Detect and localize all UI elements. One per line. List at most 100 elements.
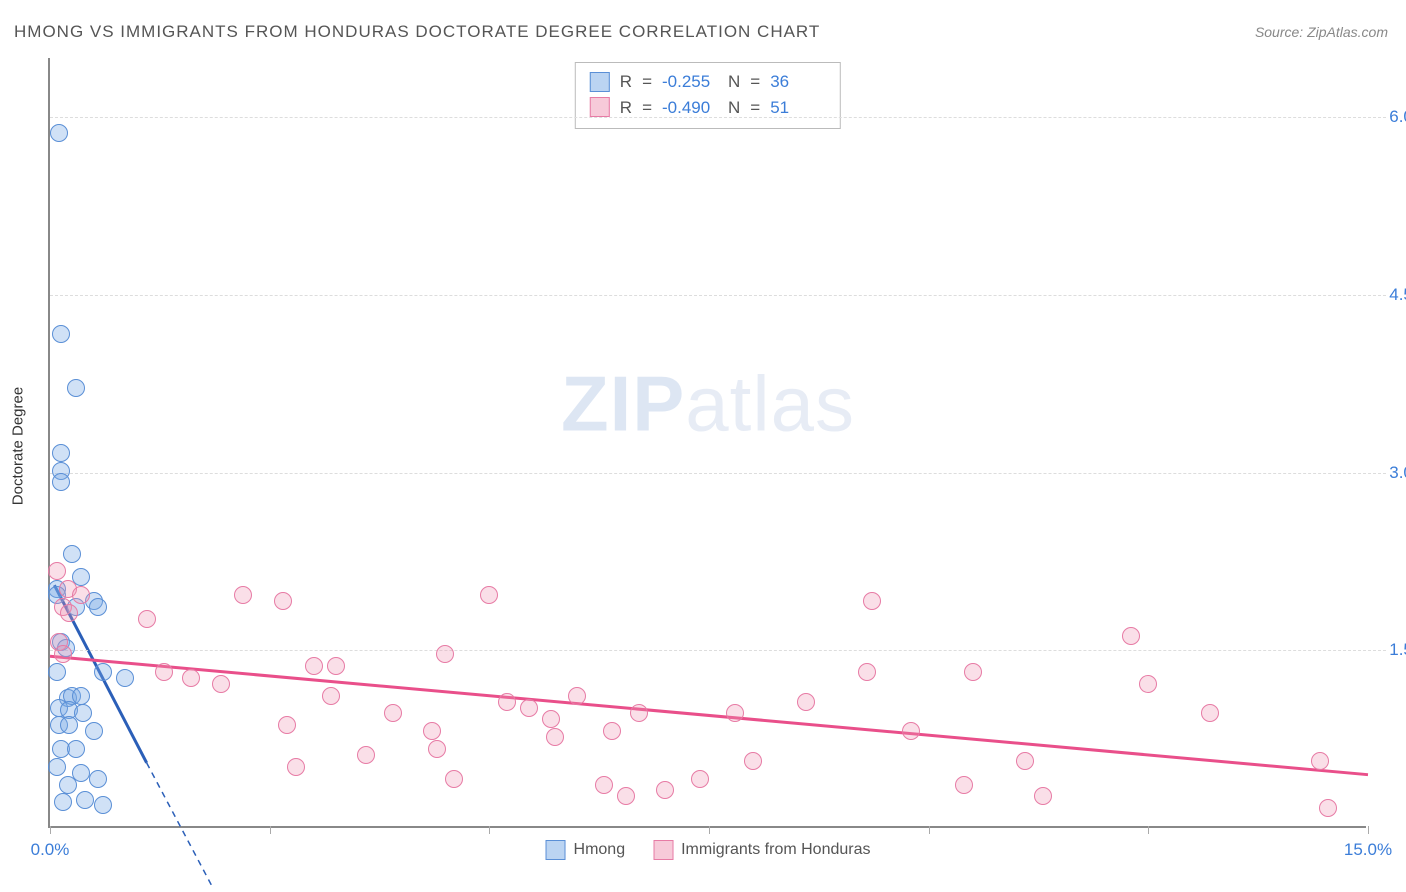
data-point-honduras [138, 610, 156, 628]
swatch-honduras [653, 840, 673, 860]
data-point-honduras [322, 687, 340, 705]
y-tick-label: 6.0% [1389, 107, 1406, 127]
data-point-hmong [94, 796, 112, 814]
x-tick [929, 826, 930, 834]
data-point-honduras [1122, 627, 1140, 645]
data-point-honduras [1139, 675, 1157, 693]
data-point-honduras [1201, 704, 1219, 722]
data-point-honduras [305, 657, 323, 675]
legend-label-hmong: Hmong [574, 841, 626, 859]
data-point-hmong [50, 124, 68, 142]
data-point-honduras [212, 675, 230, 693]
data-point-honduras [60, 604, 78, 622]
x-tick [1148, 826, 1149, 834]
gridline-h [50, 117, 1386, 118]
gridline-h [50, 650, 1386, 651]
data-point-hmong [76, 791, 94, 809]
data-point-honduras [726, 704, 744, 722]
y-axis-label: Doctorate Degree [10, 387, 27, 505]
x-tick-label: 15.0% [1344, 840, 1392, 860]
data-point-hmong [89, 598, 107, 616]
data-point-honduras [520, 699, 538, 717]
data-point-honduras [691, 770, 709, 788]
data-point-honduras [278, 716, 296, 734]
data-point-honduras [72, 586, 90, 604]
data-point-honduras [1311, 752, 1329, 770]
data-point-honduras [287, 758, 305, 776]
trend-line-dash-hmong [147, 763, 213, 887]
legend-item-honduras: Immigrants from Honduras [653, 840, 870, 860]
data-point-hmong [52, 444, 70, 462]
data-point-honduras [1319, 799, 1337, 817]
data-point-honduras [48, 562, 66, 580]
data-point-hmong [63, 545, 81, 563]
data-point-hmong [48, 758, 66, 776]
x-tick [489, 826, 490, 834]
data-point-honduras [617, 787, 635, 805]
data-point-honduras [445, 770, 463, 788]
data-point-honduras [656, 781, 674, 799]
data-point-hmong [52, 473, 70, 491]
data-point-honduras [1016, 752, 1034, 770]
legend-label-honduras: Immigrants from Honduras [681, 841, 870, 859]
data-point-hmong [116, 669, 134, 687]
data-point-hmong [85, 722, 103, 740]
data-point-hmong [94, 663, 112, 681]
data-point-honduras [863, 592, 881, 610]
data-point-honduras [436, 645, 454, 663]
data-point-honduras [546, 728, 564, 746]
data-point-hmong [60, 716, 78, 734]
data-point-hmong [59, 776, 77, 794]
data-point-honduras [54, 645, 72, 663]
x-tick [1368, 826, 1369, 834]
y-tick-label: 4.5% [1389, 285, 1406, 305]
data-point-hmong [54, 793, 72, 811]
swatch-hmong [546, 840, 566, 860]
bottom-legend: Hmong Immigrants from Honduras [546, 840, 871, 860]
legend-item-hmong: Hmong [546, 840, 626, 860]
data-point-honduras [964, 663, 982, 681]
data-point-honduras [797, 693, 815, 711]
data-point-honduras [480, 586, 498, 604]
data-point-hmong [67, 379, 85, 397]
data-point-hmong [52, 325, 70, 343]
data-point-honduras [234, 586, 252, 604]
chart-container: HMONG VS IMMIGRANTS FROM HONDURAS DOCTOR… [0, 0, 1406, 892]
data-point-honduras [858, 663, 876, 681]
data-point-honduras [955, 776, 973, 794]
plot-area: ZIPatlas R = -0.255 N = 36 R = -0.490 N … [48, 58, 1366, 828]
chart-title: HMONG VS IMMIGRANTS FROM HONDURAS DOCTOR… [14, 22, 820, 42]
source-label: Source: [1255, 24, 1307, 40]
data-point-honduras [155, 663, 173, 681]
x-tick [709, 826, 710, 834]
source-attribution: Source: ZipAtlas.com [1255, 24, 1388, 40]
trend-line-honduras [50, 656, 1368, 774]
data-point-honduras [542, 710, 560, 728]
x-tick-label: 0.0% [31, 840, 70, 860]
data-point-hmong [89, 770, 107, 788]
data-point-hmong [48, 663, 66, 681]
data-point-honduras [428, 740, 446, 758]
data-point-honduras [384, 704, 402, 722]
y-tick-label: 3.0% [1389, 463, 1406, 483]
data-point-honduras [595, 776, 613, 794]
data-point-honduras [603, 722, 621, 740]
source-name: ZipAtlas.com [1307, 24, 1388, 40]
x-tick [50, 826, 51, 834]
x-tick [270, 826, 271, 834]
data-point-honduras [182, 669, 200, 687]
data-point-honduras [630, 704, 648, 722]
data-point-honduras [902, 722, 920, 740]
data-point-honduras [568, 687, 586, 705]
data-point-honduras [423, 722, 441, 740]
gridline-h [50, 473, 1386, 474]
data-point-honduras [327, 657, 345, 675]
trend-lines-svg [50, 58, 1368, 828]
data-point-hmong [67, 740, 85, 758]
y-tick-label: 1.5% [1389, 640, 1406, 660]
data-point-honduras [744, 752, 762, 770]
data-point-honduras [274, 592, 292, 610]
data-point-honduras [498, 693, 516, 711]
data-point-honduras [357, 746, 375, 764]
data-point-honduras [1034, 787, 1052, 805]
